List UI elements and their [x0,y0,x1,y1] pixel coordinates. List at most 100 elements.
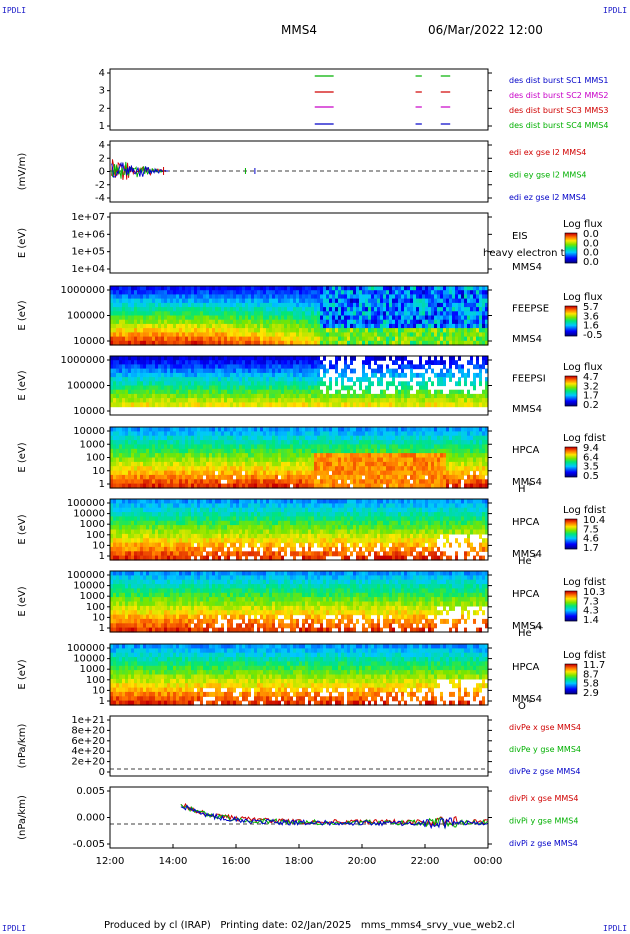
heatmap-cell [392,294,395,300]
heatmap-cell [455,311,458,317]
heatmap-cell [398,381,401,387]
heatmap-cell [146,461,149,467]
heatmap-cell [212,364,215,370]
heatmap-cell [416,332,419,338]
heatmap-cell [485,381,488,387]
heatmap-cell [188,470,191,476]
colorbar-tick-feepse: 1.6 [583,321,599,332]
heatmap-cell [209,307,212,312]
heatmap-cell [191,479,194,485]
heatmap-cell [461,444,464,450]
heatmap-cell [257,319,260,325]
heatmap-cell [383,461,386,467]
heatmap-cell [323,461,326,467]
heatmap-cell [140,364,143,370]
heatmap-cell [149,368,152,374]
heatmap-cell [263,377,266,382]
heatmap-cell [125,479,128,485]
heatmap-cell [257,479,260,485]
heatmap-cell [260,402,263,408]
heatmap-cell [176,453,179,459]
heatmap-cell [356,470,359,476]
heatmap-cell [254,435,257,441]
heatmap-cell [194,356,197,361]
heatmap-cell [353,444,356,450]
heatmap-cell [266,435,269,441]
heatmap-cell [347,389,350,395]
heatmap-cell [347,298,350,304]
heatmap-cell [179,393,182,399]
heatmap-cell [185,332,188,338]
heatmap-cell [119,457,122,463]
heatmap-cell [197,328,200,333]
heatmap-cell [236,435,239,441]
heatmap-cell [251,381,254,387]
heatmap-cell [410,483,413,489]
heatmap-cell [134,431,137,437]
heatmap-cell [161,448,164,454]
heatmap-cell [371,286,374,291]
heatmap-cell [314,470,317,476]
heatmap-cell [236,323,239,329]
heatmap-cell [308,402,311,408]
heatmap-cell [365,448,368,454]
colorbar-tick-eis: 0.0 [583,229,599,240]
heatmap-cell [212,398,215,403]
heatmap-cell [284,323,287,329]
heatmap-cell [302,302,305,308]
heatmap-cell [323,402,326,408]
heatmap-cell [215,294,218,300]
heatmap-cell [131,298,134,304]
heatmap-cell [326,402,329,408]
heatmap-cell [239,466,242,472]
heatmap-cell [314,381,317,387]
heatmap-cell [269,466,272,472]
heatmap-cell [197,298,200,304]
heatmap-cell [299,470,302,476]
heatmap-cell [464,311,467,317]
heatmap-cell [437,483,440,489]
heatmap-cell [221,435,224,441]
heatmap-cell [278,453,281,459]
heatmap-cell [323,470,326,476]
colorbar-cell [565,324,577,326]
heatmap-cell [131,466,134,472]
heatmap-cell [215,479,218,485]
heatmap-cell [179,474,182,480]
heatmap-cell [476,479,479,485]
heatmap-cell [143,466,146,472]
heatmap-cell [233,319,236,325]
heatmap-cell [206,364,209,370]
heatmap-cell [125,298,128,304]
heatmap-cell [476,448,479,454]
heatmap-cell [305,298,308,304]
heatmap-cell [191,340,194,346]
heatmap-cell [242,340,245,346]
heatmap-cell [317,356,320,361]
heatmap-cell [173,336,176,342]
heatmap-cell [233,427,236,432]
heatmap-cell [176,368,179,374]
heatmap-cell [161,336,164,342]
heatmap-cell [410,444,413,450]
heatmap-cell [311,440,314,446]
heatmap-cell [200,294,203,300]
heatmap-cell [227,328,230,333]
heatmap-cell [158,474,161,480]
heatmap-cell [242,336,245,342]
heatmap-cell [452,328,455,333]
heatmap-cell [176,360,179,365]
heatmap-cell [236,474,239,480]
heatmap-cell [452,461,455,467]
heatmap-cell [347,364,350,370]
heatmap-cell [437,474,440,480]
heatmap-cell [464,398,467,403]
heatmap-cell [128,307,131,312]
heatmap-cell [245,315,248,321]
ytick-label-burst: 4 [99,68,105,79]
heatmap-cell [113,307,116,312]
heatmap-cell [437,470,440,476]
heatmap-cell [215,431,218,437]
heatmap-cell [356,479,359,485]
heatmap-cell [482,360,485,365]
